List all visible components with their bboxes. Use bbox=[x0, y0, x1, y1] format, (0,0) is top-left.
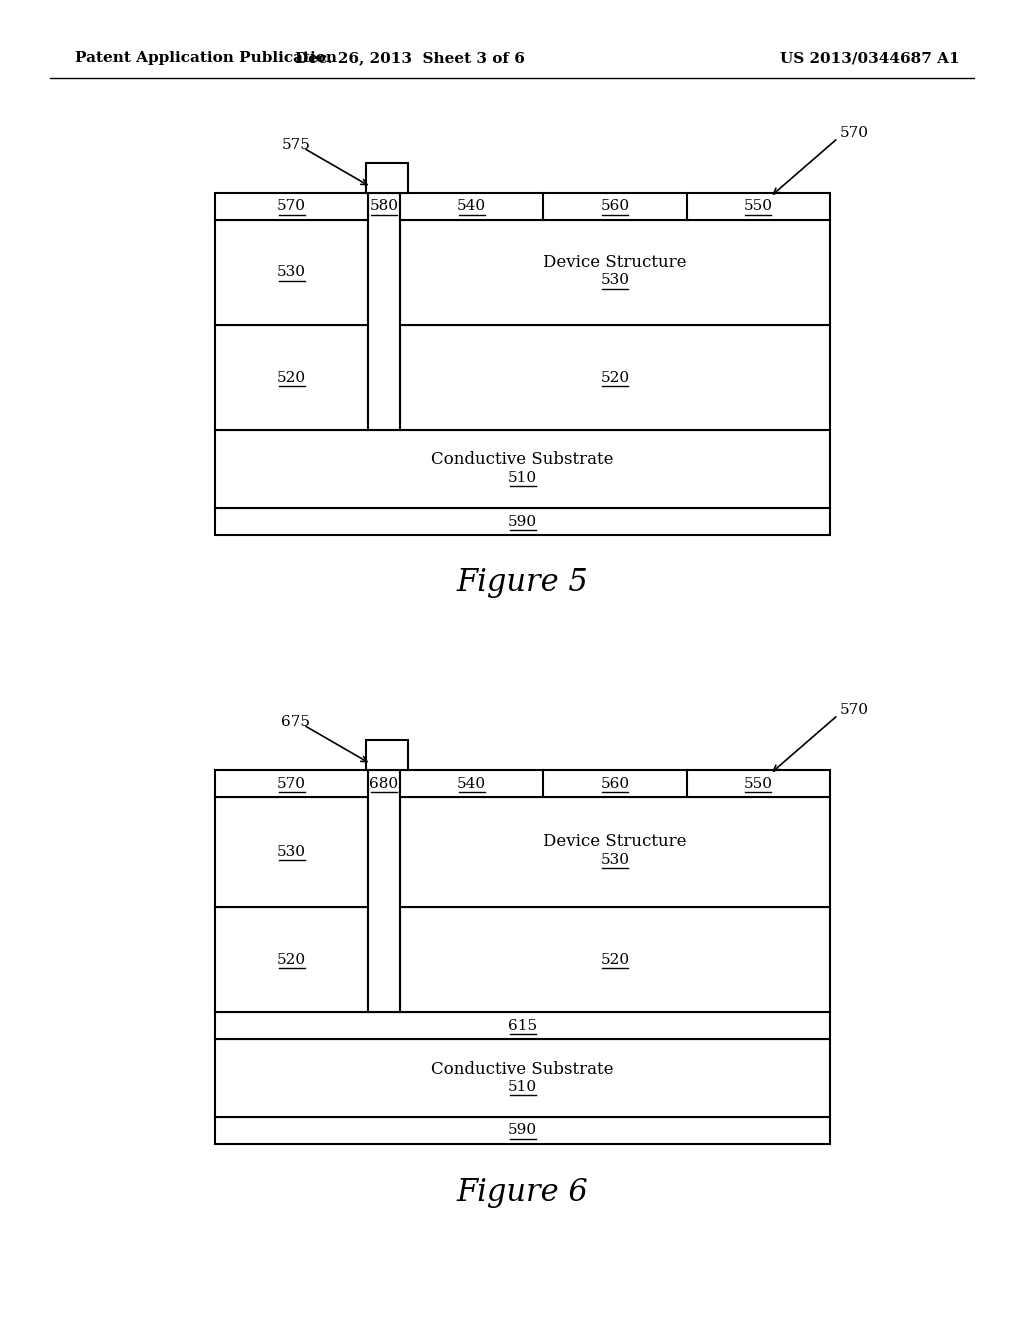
Text: 510: 510 bbox=[508, 471, 537, 484]
Bar bbox=[368, 770, 400, 1012]
Bar bbox=[400, 193, 830, 220]
Text: 530: 530 bbox=[278, 265, 306, 280]
Bar bbox=[400, 797, 830, 907]
Bar bbox=[400, 325, 830, 430]
Bar bbox=[366, 741, 408, 770]
Text: 540: 540 bbox=[457, 199, 486, 214]
Bar bbox=[215, 508, 830, 535]
Text: US 2013/0344687 A1: US 2013/0344687 A1 bbox=[780, 51, 959, 65]
Bar bbox=[400, 770, 830, 797]
Text: 520: 520 bbox=[600, 953, 630, 966]
Text: 530: 530 bbox=[600, 273, 630, 288]
Bar bbox=[215, 1039, 830, 1117]
Text: 550: 550 bbox=[743, 776, 773, 791]
Bar bbox=[215, 220, 368, 325]
Bar bbox=[215, 1117, 830, 1144]
Text: 590: 590 bbox=[508, 515, 537, 528]
Bar bbox=[215, 430, 830, 508]
Bar bbox=[400, 220, 830, 325]
Text: 615: 615 bbox=[508, 1019, 537, 1032]
Text: Figure 6: Figure 6 bbox=[457, 1176, 589, 1208]
Bar bbox=[400, 907, 830, 1012]
Bar bbox=[215, 325, 368, 430]
Text: Device Structure: Device Structure bbox=[544, 253, 687, 271]
Text: Conductive Substrate: Conductive Substrate bbox=[431, 451, 613, 469]
Text: 570: 570 bbox=[278, 199, 306, 214]
Text: 520: 520 bbox=[276, 371, 306, 384]
Text: 560: 560 bbox=[600, 199, 630, 214]
Bar bbox=[366, 162, 408, 193]
Text: 590: 590 bbox=[508, 1123, 537, 1138]
Text: 520: 520 bbox=[600, 371, 630, 384]
Text: 520: 520 bbox=[276, 953, 306, 966]
Text: Patent Application Publication: Patent Application Publication bbox=[75, 51, 337, 65]
Bar bbox=[215, 770, 368, 797]
Text: 540: 540 bbox=[457, 776, 486, 791]
Text: 580: 580 bbox=[370, 199, 398, 214]
Text: 675: 675 bbox=[282, 715, 310, 729]
Text: 550: 550 bbox=[743, 199, 773, 214]
Text: 680: 680 bbox=[370, 776, 398, 791]
Text: 570: 570 bbox=[278, 776, 306, 791]
Text: 530: 530 bbox=[278, 845, 306, 859]
Text: 570: 570 bbox=[840, 704, 869, 717]
Text: 510: 510 bbox=[508, 1080, 537, 1094]
Text: Dec. 26, 2013  Sheet 3 of 6: Dec. 26, 2013 Sheet 3 of 6 bbox=[295, 51, 525, 65]
Bar bbox=[215, 907, 368, 1012]
Text: 570: 570 bbox=[840, 125, 869, 140]
Text: 575: 575 bbox=[282, 139, 310, 152]
Text: Conductive Substrate: Conductive Substrate bbox=[431, 1060, 613, 1077]
Text: 560: 560 bbox=[600, 776, 630, 791]
Bar bbox=[368, 193, 400, 430]
Text: Device Structure: Device Structure bbox=[544, 833, 687, 850]
Text: 530: 530 bbox=[600, 853, 630, 867]
Text: Figure 5: Figure 5 bbox=[457, 568, 589, 598]
Bar bbox=[215, 193, 368, 220]
Bar bbox=[215, 797, 368, 907]
Bar bbox=[215, 1012, 830, 1039]
